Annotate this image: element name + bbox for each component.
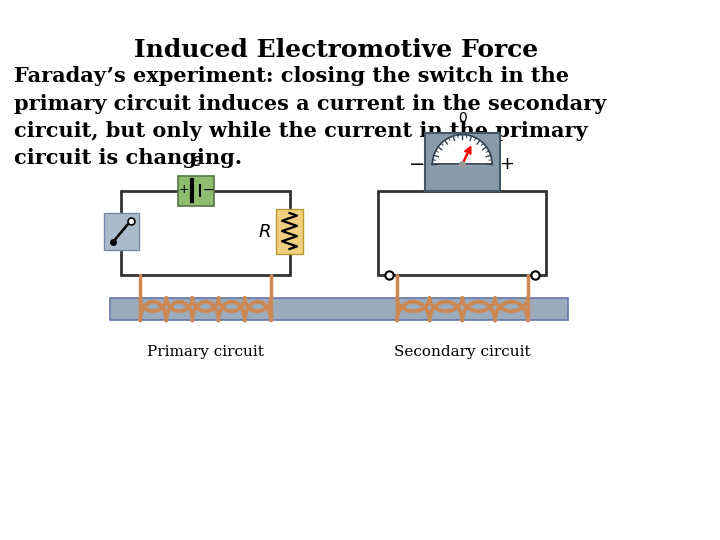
Text: Faraday’s experiment: closing the switch in the
primary circuit induces a curren: Faraday’s experiment: closing the switch… [14, 66, 606, 168]
Text: 0: 0 [458, 111, 467, 125]
Text: Primary circuit: Primary circuit [147, 345, 264, 359]
Text: Induced Electromotive Force: Induced Electromotive Force [134, 38, 539, 63]
Text: R: R [258, 222, 271, 241]
Text: +: + [500, 156, 515, 173]
Text: −: − [409, 155, 426, 174]
FancyBboxPatch shape [425, 133, 500, 191]
FancyBboxPatch shape [179, 176, 214, 206]
FancyBboxPatch shape [110, 298, 568, 320]
Text: −: − [202, 183, 214, 197]
Polygon shape [433, 134, 492, 165]
Text: Secondary circuit: Secondary circuit [394, 345, 531, 359]
FancyBboxPatch shape [104, 213, 139, 251]
Text: ε: ε [192, 152, 201, 170]
Text: +: + [179, 183, 189, 196]
FancyBboxPatch shape [276, 210, 302, 254]
